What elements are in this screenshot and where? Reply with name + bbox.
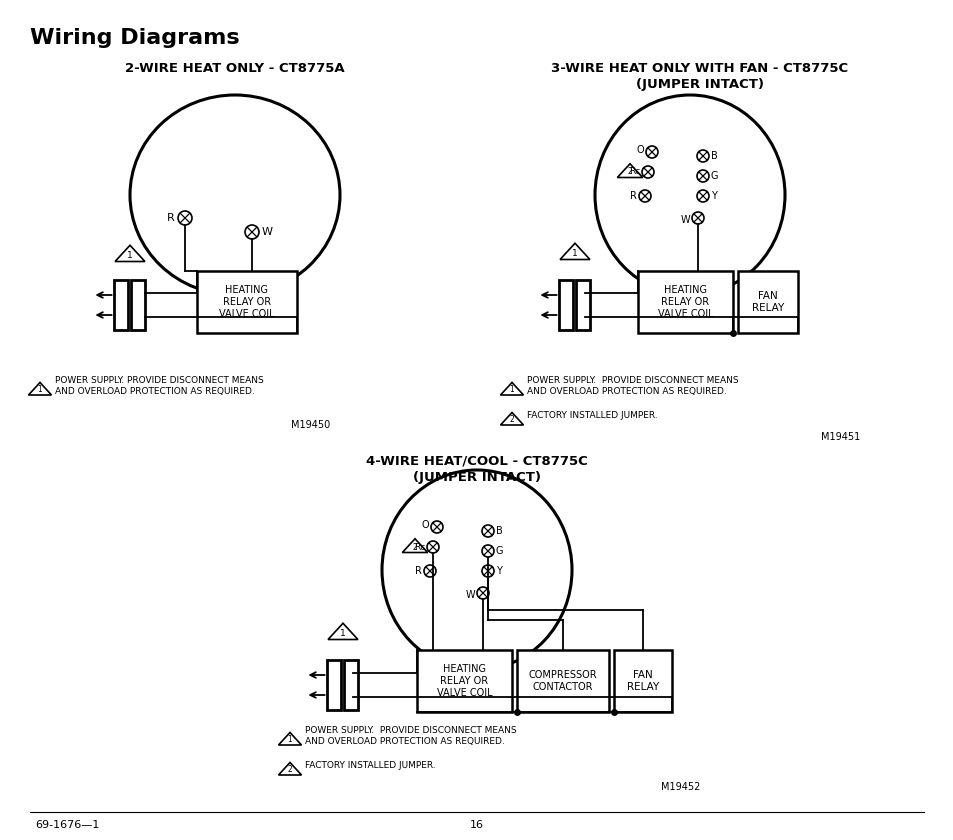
Text: HEATING
RELAY OR
VALVE COIL: HEATING RELAY OR VALVE COIL	[219, 285, 274, 319]
Bar	[344, 660, 358, 710]
Text: (JUMPER INTACT): (JUMPER INTACT)	[636, 78, 763, 91]
Circle shape	[481, 565, 494, 577]
Text: G: G	[710, 171, 718, 181]
Text: M19450: M19450	[291, 420, 330, 430]
Text: 69-1676—1: 69-1676—1	[35, 820, 99, 830]
Text: O: O	[421, 520, 429, 530]
Text: Rc: Rc	[414, 543, 424, 552]
Text: R: R	[167, 213, 174, 223]
Text: 1: 1	[509, 385, 514, 393]
Text: HEATING
RELAY OR
VALVE COIL: HEATING RELAY OR VALVE COIL	[657, 285, 713, 319]
Bar	[132, 280, 146, 330]
Text: COMPRESSOR
CONTACTOR: COMPRESSOR CONTACTOR	[528, 669, 597, 692]
Bar	[738, 271, 797, 333]
Circle shape	[245, 225, 258, 239]
Text: POWER SUPPLY.  PROVIDE DISCONNECT MEANS
AND OVERLOAD PROTECTION AS REQUIRED.: POWER SUPPLY. PROVIDE DISCONNECT MEANS A…	[526, 376, 738, 396]
Circle shape	[697, 190, 708, 202]
Text: FACTORY INSTALLED JUMPER.: FACTORY INSTALLED JUMPER.	[526, 412, 657, 421]
Text: O: O	[636, 145, 643, 155]
Text: Y: Y	[496, 566, 501, 576]
Bar	[196, 271, 296, 333]
Circle shape	[476, 587, 489, 599]
Text: 1: 1	[572, 249, 578, 258]
Circle shape	[645, 146, 658, 158]
Text: 3-WIRE HEAT ONLY WITH FAN - CT8775C: 3-WIRE HEAT ONLY WITH FAN - CT8775C	[551, 62, 847, 75]
Text: B: B	[710, 151, 717, 161]
Text: W: W	[465, 590, 475, 600]
Bar	[638, 271, 732, 333]
Text: M19452: M19452	[659, 782, 700, 792]
Text: FAN
RELAY: FAN RELAY	[626, 669, 659, 692]
Circle shape	[691, 212, 703, 224]
Text: 1: 1	[127, 250, 132, 260]
Bar	[576, 280, 590, 330]
Text: POWER SUPPLY.  PROVIDE DISCONNECT MEANS
AND OVERLOAD PROTECTION AS REQUIRED.: POWER SUPPLY. PROVIDE DISCONNECT MEANS A…	[305, 727, 517, 746]
Text: W: W	[262, 227, 273, 237]
Text: R: R	[415, 566, 421, 576]
Text: Rc: Rc	[628, 167, 639, 176]
Text: 2-WIRE HEAT ONLY - CT8775A: 2-WIRE HEAT ONLY - CT8775A	[125, 62, 344, 75]
Circle shape	[639, 190, 650, 202]
Text: POWER SUPPLY. PROVIDE DISCONNECT MEANS
AND OVERLOAD PROTECTION AS REQUIRED.: POWER SUPPLY. PROVIDE DISCONNECT MEANS A…	[55, 376, 263, 396]
Text: 1: 1	[287, 734, 292, 743]
Circle shape	[697, 150, 708, 162]
Text: 1: 1	[37, 385, 42, 393]
Text: FACTORY INSTALLED JUMPER.: FACTORY INSTALLED JUMPER.	[305, 762, 436, 770]
Text: M19451: M19451	[820, 432, 859, 442]
Circle shape	[481, 545, 494, 557]
Circle shape	[423, 565, 436, 577]
Circle shape	[178, 211, 192, 225]
Bar	[614, 650, 671, 712]
Circle shape	[481, 525, 494, 537]
Text: G: G	[496, 546, 503, 556]
Text: 2: 2	[509, 414, 514, 423]
Text: HEATING
RELAY OR
VALVE COIL: HEATING RELAY OR VALVE COIL	[436, 664, 492, 698]
Circle shape	[431, 521, 442, 533]
Text: Wiring Diagrams: Wiring Diagrams	[30, 28, 239, 48]
Bar	[327, 660, 341, 710]
Circle shape	[641, 166, 654, 178]
Text: 4-WIRE HEAT/COOL - CT8775C: 4-WIRE HEAT/COOL - CT8775C	[366, 455, 587, 468]
Text: FAN
RELAY: FAN RELAY	[751, 291, 783, 313]
Text: 16: 16	[470, 820, 483, 830]
Text: 2: 2	[287, 764, 292, 774]
Text: (JUMPER INTACT): (JUMPER INTACT)	[413, 471, 540, 484]
Bar	[558, 280, 573, 330]
Text: 2: 2	[413, 543, 416, 552]
Text: 2: 2	[627, 167, 632, 176]
Bar	[416, 650, 512, 712]
Circle shape	[427, 541, 438, 553]
Bar	[517, 650, 608, 712]
Text: Y: Y	[710, 191, 716, 201]
Text: 1: 1	[340, 628, 346, 638]
Text: W: W	[679, 215, 689, 225]
Bar	[114, 280, 129, 330]
Text: R: R	[630, 191, 637, 201]
Text: B: B	[496, 526, 502, 536]
Circle shape	[697, 170, 708, 182]
